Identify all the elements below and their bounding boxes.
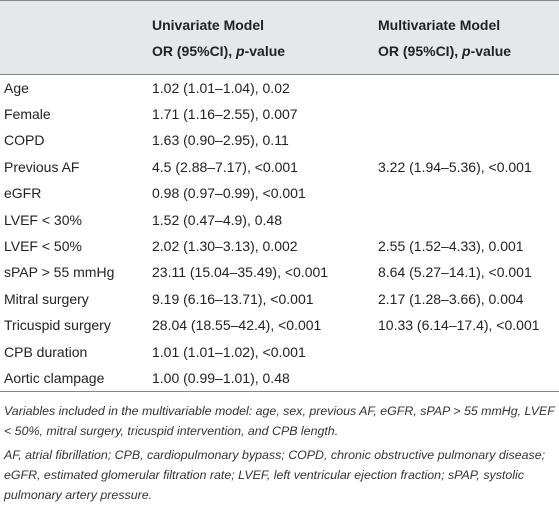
cell xyxy=(378,75,559,101)
cell: 1.71 (1.16–2.55), 0.007 xyxy=(152,106,298,123)
table-row: Tricuspid surgery 28.04 (18.55–42.4), <0.… xyxy=(0,312,559,338)
cell: 10.33 (6.14–17.4), <0.001 xyxy=(378,317,540,334)
column-header: Univariate Model OR (95%CI), p-value xyxy=(152,1,378,75)
footnote: AF, atrial fibrillation; CPB, cardiopulm… xyxy=(4,448,546,502)
table-row: Aortic clampage 1.00 (0.99–1.01), 0.48 xyxy=(0,365,559,392)
cell: 2.55 (1.52–4.33), 0.001 xyxy=(378,238,524,255)
header-part: -value xyxy=(244,42,286,59)
table-row: Mitral surgery 9.19 (6.16–13.71), <0.001 2… xyxy=(0,286,559,312)
cell xyxy=(378,180,559,206)
column-header: Multivariate Model OR (95%CI), p-value xyxy=(378,1,559,75)
cell: 4.5 (2.88–7.17), <0.001 xyxy=(152,158,298,175)
cell xyxy=(378,127,559,153)
header-row: Univariate Model OR (95%CI), p-value Multi… xyxy=(0,0,559,75)
results-table: Univariate Model OR (95%CI), p-value Multi… xyxy=(0,0,559,392)
cell: 0.98 (0.97–0.99), <0.001 xyxy=(152,185,306,202)
row-label: Tricuspid surgery xyxy=(4,317,111,334)
cell xyxy=(378,101,559,127)
cell: 1.63 (0.90–2.95), 0.11 xyxy=(152,132,289,149)
table-row: Previous AF 4.5 (2.88–7.17), <0.001 3.22 (… xyxy=(0,154,559,180)
header-subtitle: OR (95%CI), p-value xyxy=(378,38,559,64)
cell: 2.02 (1.30–3.13), 0.002 xyxy=(152,238,298,255)
cell: 1.02 (1.01–1.04), 0.02 xyxy=(152,79,290,96)
cell: 23.11 (15.04–35.49), <0.001 xyxy=(152,264,329,281)
cell: 1.52 (0.47–4.9), 0.48 xyxy=(152,211,282,228)
header-part: -value xyxy=(470,42,512,59)
table-row: Female 1.71 (1.16–2.55), 0.007 xyxy=(0,101,559,127)
header-part: OR (95%CI), xyxy=(378,42,463,59)
cell xyxy=(378,338,559,364)
row-label: LVEF < 50% xyxy=(4,238,82,255)
header-blank xyxy=(0,1,152,75)
table-row: COPD 1.63 (0.90–2.95), 0.11 xyxy=(0,127,559,153)
footnotes: Variables included in the multivariable … xyxy=(4,401,556,509)
row-label: Mitral surgery xyxy=(4,290,89,307)
row-label: COPD xyxy=(4,132,45,149)
cell: 3.22 (1.94–5.36), <0.001 xyxy=(378,158,532,175)
row-label: LVEF < 30% xyxy=(4,211,82,228)
header-title: Univariate Model xyxy=(152,16,265,33)
header-title: Multivariate Model xyxy=(378,16,501,33)
table-row: CPB duration 1.01 (1.01–1.02), <0.001 xyxy=(0,338,559,364)
table-row: sPAP > 55 mmHg 23.11 (15.04–35.49), <0.00… xyxy=(0,259,559,285)
cell: 28.04 (18.55–42.4), <0.001 xyxy=(152,317,322,334)
table-row: Age 1.02 (1.01–1.04), 0.02 xyxy=(0,75,559,101)
table-row: LVEF < 50% 2.02 (1.30–3.13), 0.002 2.55 (1… xyxy=(0,233,559,259)
cell xyxy=(378,365,559,391)
row-label: CPB duration xyxy=(4,343,88,360)
cell: 9.19 (6.16–13.71), <0.001 xyxy=(152,290,314,307)
cell: 1.00 (0.99–1.01), 0.48 xyxy=(152,369,290,386)
row-label: sPAP > 55 mmHg xyxy=(4,264,115,281)
header-part: p xyxy=(236,42,245,59)
header-subtitle: OR (95%CI), p-value xyxy=(152,38,378,64)
header-part: OR (95%CI), xyxy=(152,42,237,59)
cell xyxy=(378,206,559,232)
footnote: Variables included in the multivariable … xyxy=(4,404,555,438)
row-label: Age xyxy=(4,79,29,96)
table-row: eGFR 0.98 (0.97–0.99), <0.001 xyxy=(0,180,559,206)
row-label: Aortic clampage xyxy=(4,369,105,386)
table-row: LVEF < 30% 1.52 (0.47–4.9), 0.48 xyxy=(0,206,559,232)
cell: 1.01 (1.01–1.02), <0.001 xyxy=(152,343,306,360)
header-part: p xyxy=(462,42,471,59)
cell: 8.64 (5.27–14.1), <0.001 xyxy=(378,264,532,281)
row-label: Previous AF xyxy=(4,158,80,175)
row-label: eGFR xyxy=(4,185,42,202)
row-label: Female xyxy=(4,106,51,123)
cell: 2.17 (1.28–3.66), 0.004 xyxy=(378,290,524,307)
